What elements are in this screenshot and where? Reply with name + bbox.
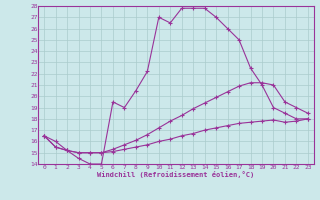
X-axis label: Windchill (Refroidissement éolien,°C): Windchill (Refroidissement éolien,°C): [97, 171, 255, 178]
